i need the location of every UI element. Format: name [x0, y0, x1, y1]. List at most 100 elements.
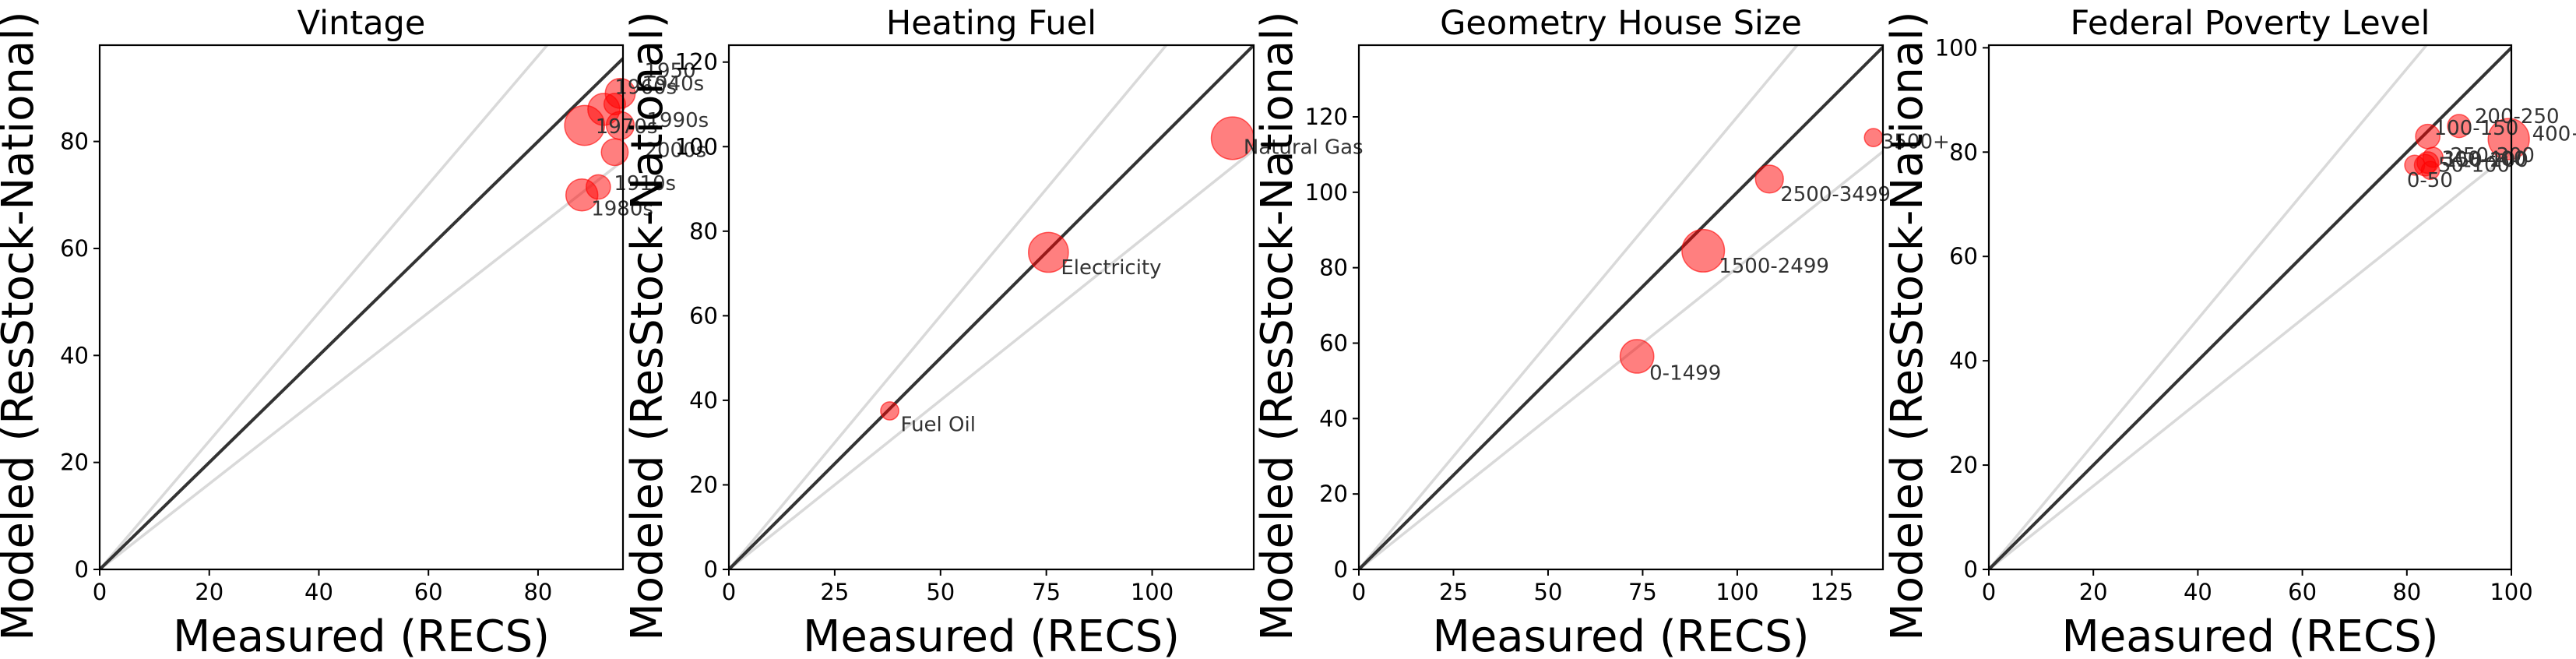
y-tick-label: 60	[1949, 243, 1978, 270]
x-axis-label: Measured (RECS)	[803, 611, 1180, 659]
x-axis-label: Measured (RECS)	[2062, 611, 2439, 659]
x-tick-label: 25	[1439, 579, 1468, 605]
x-tick-label: 50	[926, 579, 955, 605]
y-tick-label: 20	[1319, 481, 1348, 507]
identity-line	[729, 45, 1254, 569]
y-tick-label: 80	[1319, 255, 1348, 281]
x-axis-label: Measured (RECS)	[1433, 611, 1810, 659]
x-tick-label: 0	[93, 579, 107, 605]
point-label: 50-100	[2438, 154, 2510, 178]
point-label: 3500+	[1881, 131, 1950, 154]
data-point-3500-	[1863, 128, 1884, 147]
y-tick-label: 60	[60, 235, 89, 262]
chart-panel-3: 3500+ 2500-3499 1500-2499 0-1499 0 25 50 75 100 1…	[1252, 4, 1950, 659]
x-tick-label: 0	[1982, 579, 1996, 605]
data-point-1970s	[564, 104, 606, 146]
y-axis-label: Modeled (ResStock-National)	[622, 11, 673, 640]
y-tick-label: 40	[1949, 347, 1978, 374]
y-tick-label: 60	[1319, 330, 1348, 356]
axes-frame	[727, 44, 1255, 571]
x-tick-label: 60	[2288, 579, 2317, 605]
x-tick-label: 0	[722, 579, 736, 605]
y-tick-label: 80	[1949, 139, 1978, 165]
chart-title: Heating Fuel	[886, 4, 1096, 43]
data-point-electricity	[1028, 231, 1069, 273]
y-axis-label: Modeled (ResStock-National)	[1882, 11, 1933, 640]
point-label: 400+	[2532, 123, 2576, 146]
y-tick-label: 120	[675, 49, 718, 76]
identity-line	[1989, 45, 2511, 569]
data-point-0-1499	[1619, 339, 1655, 374]
point-label: 100-150	[2434, 117, 2519, 140]
data-point-1980s	[565, 178, 599, 212]
x-tick-label: 80	[523, 579, 552, 605]
x-tick-label: 60	[414, 579, 443, 605]
x-tick-label: 0	[1352, 579, 1366, 605]
x-tick-label: 100	[2490, 579, 2532, 605]
y-tick-label: 100	[675, 133, 718, 160]
chart-title: Vintage	[297, 4, 426, 43]
y-tick-label: 0	[704, 556, 718, 583]
point-label: 1970s	[596, 115, 658, 139]
y-tick-label: 60	[689, 302, 718, 329]
y-axis-label: Modeled (ResStock-National)	[0, 11, 44, 640]
axes-frame	[1987, 44, 2513, 571]
point-label: 1940s	[642, 72, 704, 96]
x-tick-label: 80	[2392, 579, 2421, 605]
x-tick-label: 75	[1628, 579, 1657, 605]
chart-panel-4: 200-250 250-300300-400400+150-20050-1000-…	[1882, 4, 2576, 659]
point-label: 0-50	[2407, 169, 2453, 192]
y-tick-label: 20	[689, 471, 718, 498]
axes-frame	[1357, 44, 1884, 571]
data-point-200-250	[2447, 114, 2472, 139]
x-tick-label: 20	[195, 579, 223, 605]
data-point-400-	[2487, 118, 2530, 160]
y-tick-label: 20	[60, 449, 89, 476]
data-point-1500-2499	[1681, 228, 1726, 273]
y-tick-label: 80	[60, 129, 89, 155]
y-tick-label: 120	[1305, 104, 1348, 130]
data-point-100-150	[2415, 123, 2441, 150]
point-label: Natural Gas	[1244, 136, 1364, 159]
y-tick-label: 0	[1334, 556, 1348, 583]
x-tick-label: 100	[1131, 579, 1174, 605]
reference-line-lower	[729, 148, 1254, 569]
reference-line-lower	[1989, 150, 2511, 569]
point-label: 1500-2499	[1719, 255, 1829, 278]
x-tick-label: 100	[1716, 579, 1758, 605]
point-label: 1960s	[614, 76, 677, 99]
point-label: 150-200	[2444, 149, 2528, 172]
y-axis-label: Modeled (ResStock-National)	[1252, 11, 1303, 640]
plot-area	[1989, 45, 2511, 569]
point-label: 1990s	[646, 109, 709, 132]
y-tick-label: 100	[1305, 179, 1348, 206]
plot-area	[729, 45, 1254, 569]
y-tick-label: 20	[1949, 452, 1978, 478]
point-label: 2000s	[644, 139, 706, 162]
x-tick-label: 25	[820, 579, 849, 605]
point-label: 2500-3499	[1780, 183, 1891, 206]
data-point-2000s	[600, 138, 629, 167]
y-tick-label: 80	[689, 218, 718, 245]
chart-title: Federal Poverty Level	[2071, 4, 2430, 43]
data-point-1940s	[604, 77, 636, 109]
point-label: 1950	[644, 60, 695, 83]
x-tick-label: 75	[1032, 579, 1061, 605]
chart-title: Geometry House Size	[1440, 4, 1802, 43]
point-label: 200-250	[2475, 105, 2560, 129]
point-label: Fuel Oil	[901, 413, 976, 436]
point-label: 300-400	[2442, 148, 2527, 171]
x-axis-label: Measured (RECS)	[173, 611, 550, 659]
point-label: 250-300	[2450, 144, 2535, 167]
y-tick-label: 0	[75, 556, 89, 583]
point-label: Electricity	[1061, 256, 1161, 280]
y-tick-label: 0	[1964, 556, 1978, 583]
data-point-2500-3499	[1754, 164, 1784, 194]
x-tick-label: 40	[304, 579, 333, 605]
chart-panel-2: Natural Gas Electricity Fuel Oil 0 25 50 75 100…	[622, 4, 1364, 659]
data-point-fuel-oil	[880, 401, 899, 421]
y-tick-label: 40	[60, 342, 89, 368]
y-tick-label: 40	[689, 387, 718, 414]
reference-line-upper	[729, 45, 1168, 569]
x-tick-label: 50	[1534, 579, 1563, 605]
